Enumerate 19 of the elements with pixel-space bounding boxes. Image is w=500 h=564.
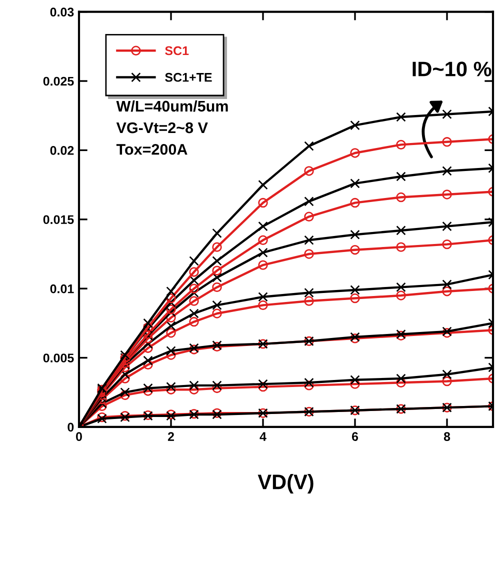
y-tick-label: 0.02 [50,146,74,155]
annotation: W/L=40um/5um [116,100,228,112]
y-tick-label: 0.015 [43,215,74,224]
y-tick-label: 0.01 [50,284,74,294]
y-tick-label: 0.025 [43,76,74,86]
legend-label: SC1+TE [165,72,212,82]
annotation: Tox=200A [116,144,188,155]
y-tick-label: 0 [68,422,74,432]
x-axis-title: VD(V) [258,474,314,494]
y-tick-label: 0.005 [43,354,74,362]
x-tick-label: 0 [76,432,82,441]
y-tick-label: 0.03 [50,8,74,17]
x-tick-label: 6 [352,432,358,441]
x-tick-label: 8 [444,432,450,441]
annotation: VG-Vt=2~8 V [116,122,208,134]
annotation: ID~10 % [412,62,492,76]
legend-label: SC1 [165,46,189,56]
x-tick-label: 4 [260,432,266,441]
x-tick-label: 2 [168,432,174,441]
